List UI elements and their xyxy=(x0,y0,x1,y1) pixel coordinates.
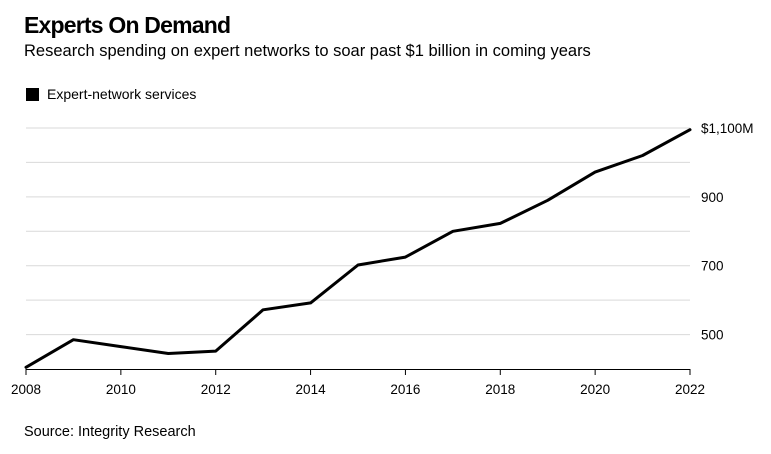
x-tick-label-2016: 2016 xyxy=(390,382,420,397)
source-note: Source: Integrity Research xyxy=(24,424,196,440)
y-tick-label-900: 900 xyxy=(701,190,724,205)
x-tick-label-2010: 2010 xyxy=(106,382,136,397)
x-tick-label-2020: 2020 xyxy=(580,382,610,397)
x-tick-label-2008: 2008 xyxy=(11,382,41,397)
legend-swatch xyxy=(26,87,39,101)
x-tick-label-2014: 2014 xyxy=(296,382,327,397)
y-tick-label-700: 700 xyxy=(701,259,724,274)
y-tick-label-500: 500 xyxy=(701,328,724,343)
legend-label: Expert-network services xyxy=(47,86,197,102)
legend: Expert-network services xyxy=(26,86,196,102)
chart-subtitle: Research spending on expert networks to … xyxy=(24,42,591,60)
series-line-0 xyxy=(24,128,692,369)
y-tick-label-1100: $1,100M xyxy=(701,121,754,136)
x-tick-label-2018: 2018 xyxy=(485,382,515,397)
x-tick-label-2022: 2022 xyxy=(675,382,705,397)
chart-title: Experts On Demand xyxy=(24,12,231,38)
x-tick-label-2012: 2012 xyxy=(201,382,231,397)
